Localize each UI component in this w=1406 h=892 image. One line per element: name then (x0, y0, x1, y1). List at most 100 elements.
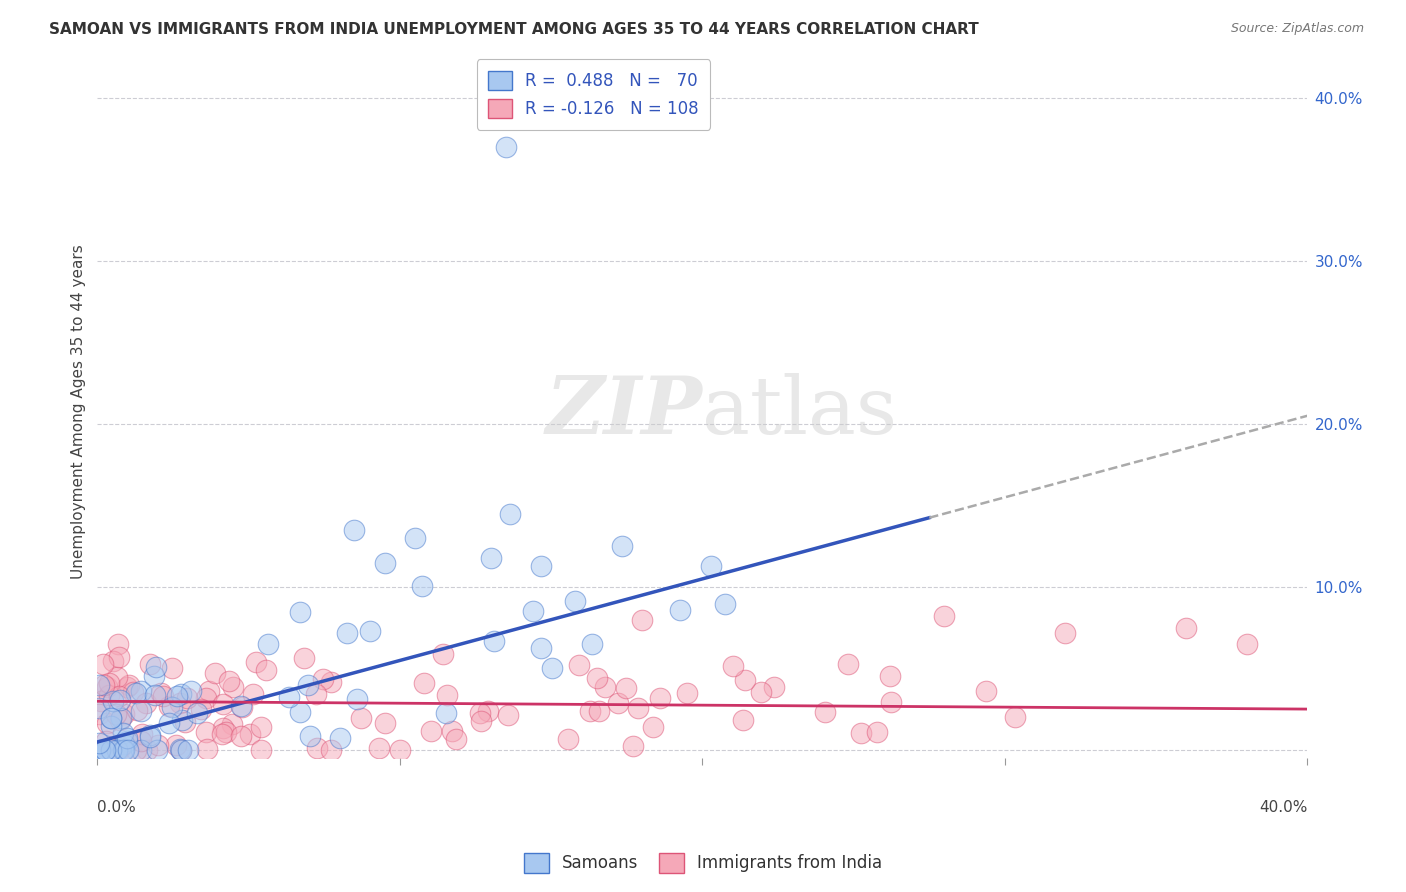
Point (479, 550, 502, 565)
Point (129, 743, 152, 757)
Point (631, 613, 654, 627)
Point (367, 740, 389, 755)
Text: 40.0%: 40.0% (1258, 800, 1308, 815)
Point (139, 657, 162, 672)
Point (668, 603, 690, 617)
Point (404, 531, 426, 545)
Point (849, 725, 872, 739)
Point (606, 696, 628, 710)
Point (581, 637, 603, 651)
Point (477, 704, 499, 718)
Point (336, 625, 359, 640)
Point (319, 743, 342, 757)
Point (297, 678, 319, 692)
Point (94, 743, 117, 757)
Point (142, 669, 165, 683)
Point (934, 609, 956, 624)
Point (139, 728, 162, 742)
Point (94, 743, 117, 757)
Point (307, 740, 329, 755)
Point (162, 661, 184, 675)
Point (110, 739, 132, 754)
Point (231, 700, 253, 714)
Point (530, 558, 553, 573)
Point (177, 743, 200, 757)
Point (557, 731, 579, 746)
Point (1175, 621, 1198, 635)
Text: atlas: atlas (703, 373, 897, 450)
Point (129, 704, 152, 718)
Point (104, 706, 127, 721)
Point (1054, 625, 1077, 640)
Point (170, 743, 193, 757)
Point (152, 689, 174, 703)
Point (733, 714, 755, 728)
Point (107, 637, 129, 651)
Point (298, 729, 321, 743)
Point (195, 725, 218, 739)
Point (204, 666, 226, 681)
Point (129, 683, 152, 698)
Point (194, 690, 217, 705)
Point (346, 691, 368, 706)
Point (87, 736, 110, 750)
Point (734, 673, 756, 688)
Point (585, 671, 607, 685)
Point (118, 678, 141, 692)
Point (499, 507, 522, 521)
Point (328, 731, 350, 745)
Point (612, 539, 634, 553)
Point (1236, 637, 1258, 651)
Point (112, 737, 135, 751)
Point (411, 579, 433, 593)
Point (107, 743, 129, 757)
Point (305, 687, 328, 701)
Point (1004, 710, 1026, 724)
Point (468, 706, 491, 720)
Point (107, 650, 129, 665)
Point (117, 743, 139, 757)
Point (568, 657, 591, 672)
Point (312, 673, 335, 687)
Point (470, 714, 492, 729)
Point (198, 684, 221, 698)
Point (125, 743, 148, 757)
Point (135, 696, 157, 710)
Point (100, 743, 122, 757)
Point (245, 655, 267, 669)
Point (222, 680, 245, 694)
Point (292, 651, 315, 665)
Point (89, 743, 111, 757)
Point (434, 706, 457, 720)
Point (627, 700, 650, 714)
Point (522, 604, 544, 618)
Point (176, 691, 198, 706)
Point (359, 624, 381, 638)
Point (139, 730, 162, 744)
Text: SAMOAN VS IMMIGRANTS FROM INDIA UNEMPLOYMENT AMONG AGES 35 TO 44 YEARS CORRELATI: SAMOAN VS IMMIGRANTS FROM INDIA UNEMPLOY… (49, 22, 979, 37)
Point (100, 719, 122, 733)
Point (165, 738, 187, 752)
Point (174, 714, 197, 729)
Point (103, 694, 125, 708)
Point (169, 742, 191, 756)
Point (111, 743, 134, 757)
Point (215, 725, 238, 739)
Point (87, 678, 110, 692)
Point (530, 640, 553, 655)
Point (879, 669, 901, 683)
Text: ZIP: ZIP (546, 373, 703, 450)
Point (94, 734, 117, 748)
Point (105, 743, 128, 757)
Point (239, 726, 262, 740)
Point (495, 139, 517, 153)
Point (866, 725, 889, 739)
Point (105, 743, 128, 757)
Point (254, 663, 277, 677)
Point (432, 647, 454, 661)
Point (145, 659, 167, 673)
Point (714, 597, 737, 611)
Point (98, 676, 121, 690)
Point (288, 705, 311, 719)
Point (242, 687, 264, 701)
